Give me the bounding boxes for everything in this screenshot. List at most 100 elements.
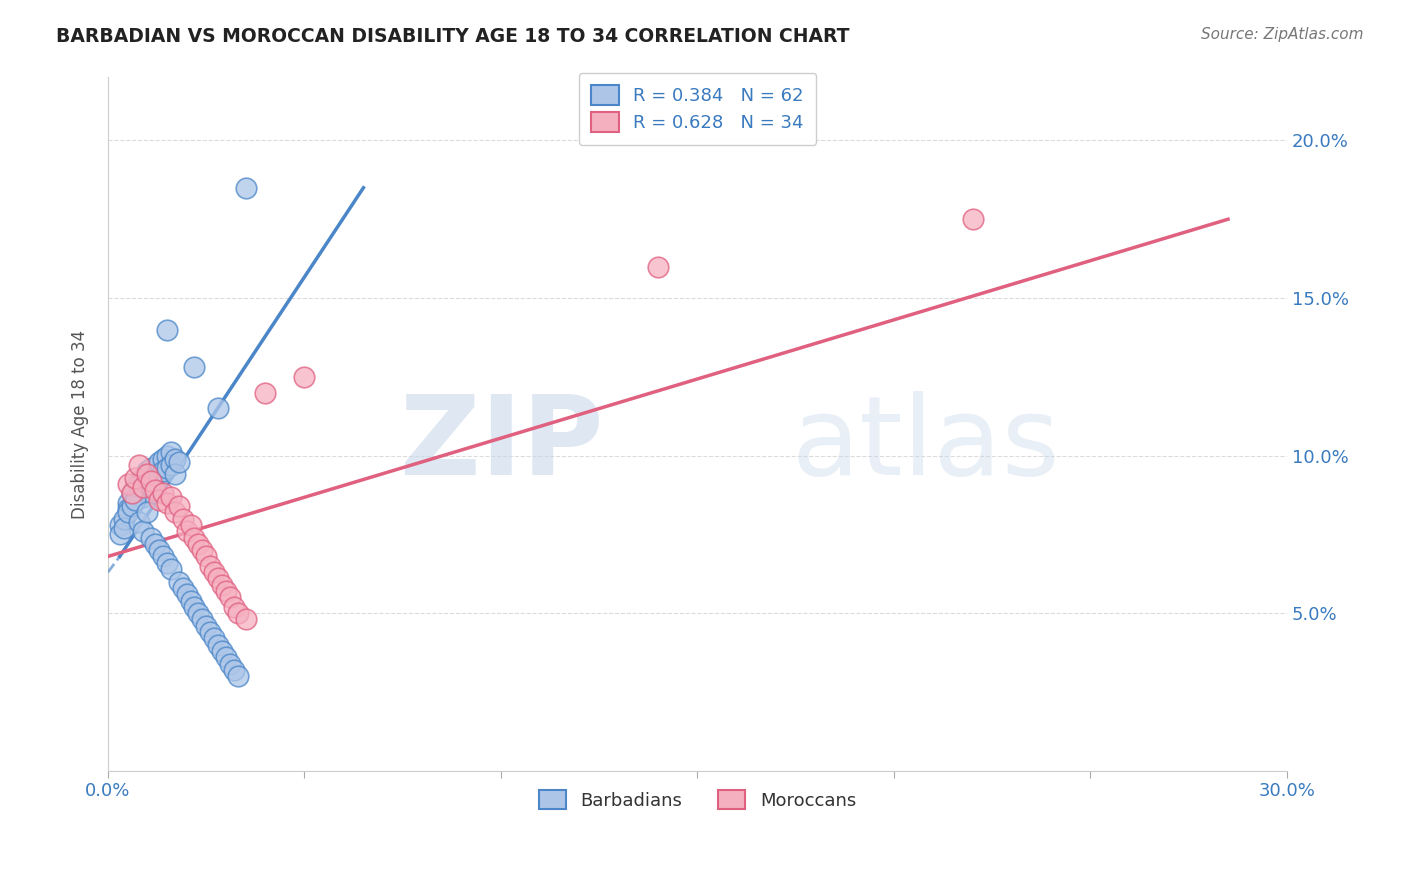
Point [163,505,186,519]
Point [156,322,179,336]
Point [183,360,205,375]
Point [136,467,159,482]
Point [143,467,166,482]
Point [254,385,277,400]
Point [160,562,183,576]
Point [152,451,174,466]
Point [108,527,131,541]
Point [121,486,143,500]
Point [132,524,155,539]
Point [215,650,238,665]
Point [180,593,202,607]
Point [207,638,229,652]
Text: Source: ZipAtlas.com: Source: ZipAtlas.com [1201,27,1364,42]
Point [172,581,194,595]
Point [128,483,150,498]
Point [148,470,170,484]
Point [160,490,183,504]
Point [218,657,240,671]
Point [180,517,202,532]
Point [207,401,229,416]
Point [198,625,221,640]
Text: atlas: atlas [792,392,1060,499]
Point [121,486,143,500]
Point [962,212,984,227]
Point [132,490,155,504]
Point [167,574,190,589]
Point [176,587,198,601]
Point [112,511,135,525]
Point [136,505,159,519]
Point [187,606,209,620]
Point [136,464,159,478]
Point [121,499,143,513]
Point [211,578,233,592]
Point [143,537,166,551]
Point [226,606,249,620]
Point [163,467,186,482]
Point [647,260,669,274]
Point [128,474,150,488]
Point [235,180,257,194]
Point [183,531,205,545]
Point [191,612,214,626]
Point [124,480,146,494]
Point [143,480,166,494]
Point [156,496,179,510]
Point [222,663,245,677]
Point [124,492,146,507]
Point [294,369,316,384]
Point [218,591,240,605]
Point [167,455,190,469]
Point [141,474,163,488]
Point [117,502,139,516]
Point [160,445,183,459]
Point [235,612,257,626]
Point [215,584,238,599]
Point [141,461,163,475]
Point [128,458,150,472]
Point [148,543,170,558]
Point [108,517,131,532]
Point [195,549,218,564]
Point [172,511,194,525]
Point [183,599,205,614]
Y-axis label: Disability Age 18 to 34: Disability Age 18 to 34 [72,329,89,518]
Point [195,619,218,633]
Point [152,486,174,500]
Point [141,486,163,500]
Point [187,537,209,551]
Point [176,524,198,539]
Point [141,531,163,545]
Point [128,515,150,529]
Point [207,572,229,586]
Point [152,549,174,564]
Point [152,464,174,478]
Legend: Barbadians, Moroccans: Barbadians, Moroccans [524,775,870,824]
Point [143,483,166,498]
Point [117,496,139,510]
Point [198,558,221,573]
Point [148,492,170,507]
Point [156,556,179,570]
Point [124,470,146,484]
Point [191,543,214,558]
Text: ZIP: ZIP [399,392,603,499]
Text: BARBADIAN VS MOROCCAN DISABILITY AGE 18 TO 34 CORRELATION CHART: BARBADIAN VS MOROCCAN DISABILITY AGE 18 … [56,27,849,45]
Point [160,458,183,472]
Point [222,599,245,614]
Point [163,451,186,466]
Point [132,470,155,484]
Point [167,499,190,513]
Point [156,461,179,475]
Point [202,565,225,579]
Point [148,455,170,469]
Point [124,492,146,507]
Point [112,521,135,535]
Point [202,632,225,646]
Point [211,644,233,658]
Point [226,669,249,683]
Point [136,477,159,491]
Point [117,477,139,491]
Point [117,505,139,519]
